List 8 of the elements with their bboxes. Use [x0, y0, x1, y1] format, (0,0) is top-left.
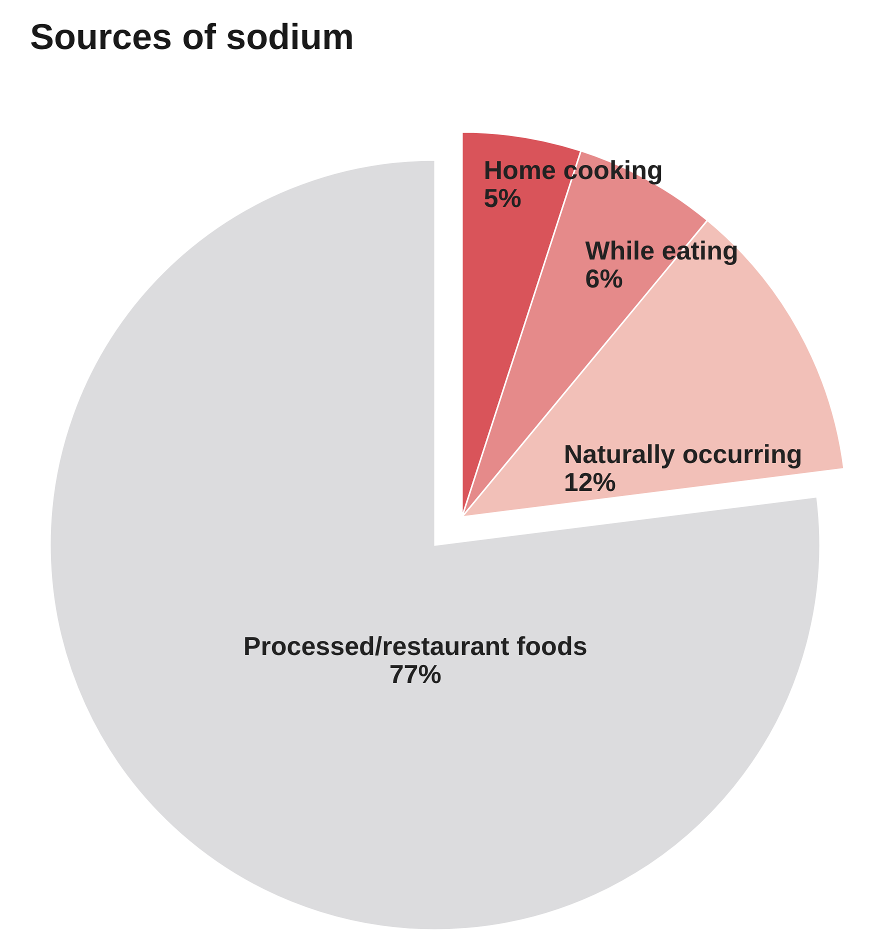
slice-label: While eating — [585, 236, 738, 266]
slice-label: Processed/restaurant foods — [243, 631, 588, 662]
data-label: 5% — [484, 183, 522, 214]
slice-label: Naturally occurring — [564, 438, 802, 469]
data-label: 77% — [389, 659, 442, 690]
data-label: 6% — [585, 264, 623, 294]
chart-title: Sources of sodium — [30, 16, 354, 57]
data-label: 12% — [564, 466, 616, 497]
